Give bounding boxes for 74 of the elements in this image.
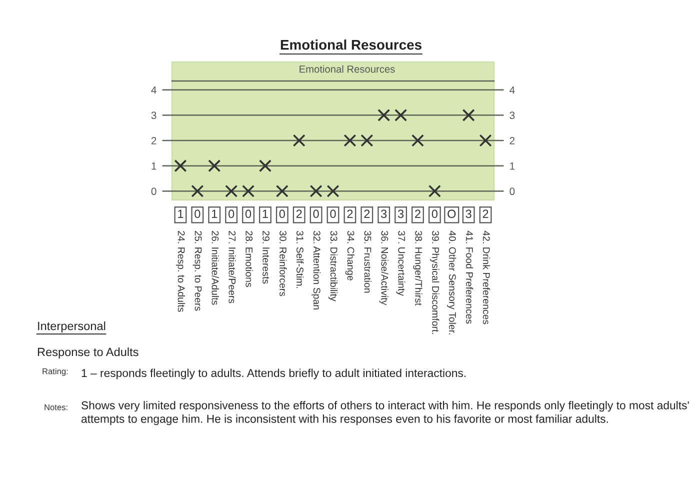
y2-tick-label: 3 [510,112,515,120]
text: Shows very limited responsiveness to the efforts of others to interact with him. He responds only fleetingly to most adults' attempts to engage him. He is inconsistent with his responses even to his favorite or most familiar adults. [81,401,689,426]
x-tick-label: 32. Attention Span [312,230,321,310]
point [428,184,441,198]
point [479,134,492,147]
point [344,134,356,147]
text: Interpersonal [38,321,106,333]
y-tick-label: 3 [151,112,156,120]
x-tick-label: 25. Resp. to Peers [192,231,202,311]
data-label: 2 [347,210,353,218]
data-label: 0 [330,210,336,218]
data-label: 3 [381,210,387,218]
text: O [448,210,456,218]
x-tick-label: 38. Hunger/Thirst [413,230,422,306]
data-label: 0 [194,210,200,218]
x-tick-label: 42. Drink Preferences [482,230,490,324]
y2-tick-label: 2 [510,137,515,144]
x-tick-label: 29. Interests [262,231,270,284]
x-tick-label: 41. Food Preferences [466,230,474,324]
data-label: 0 [279,210,285,218]
data-label: 3 [398,210,404,218]
x-tick-label: 37. Uncertainty [396,230,406,296]
y2-tick-label: 0 [510,188,515,196]
y2-tick-label: 1 [510,162,515,170]
x-tick-label: 24. Resp. to Adults [176,231,186,312]
text: 1 – responds fleetingly to adults. Attends briefly to adult initiated interactions. [82,368,466,380]
point [276,184,288,198]
text: Notes: [44,404,68,410]
point [462,108,475,122]
y-tick-label: 4 [151,86,156,94]
x-tick-label: 31. Self-Stim. [296,230,304,288]
chart-subtitle: Emotional Resources [300,65,395,73]
y-tick-label: 0 [151,188,156,196]
point [310,184,322,198]
data-label: 3 [466,210,472,218]
data-label: 0 [228,210,234,218]
point [191,184,204,198]
y-tick-label: 1 [152,162,156,170]
point [208,160,221,172]
point [378,108,390,122]
data-label: 0 [313,210,319,218]
point [242,184,255,198]
y-tick-label: 2 [151,137,156,144]
data-label: 0 [432,210,438,218]
x-tick-label: 39. Physical Discomfort. [430,230,440,334]
data-label: 2 [364,210,370,218]
data-label: 1 [178,210,184,218]
x-tick-label: 34. Change [345,230,354,280]
x-tick-label: 33. Distractibility [328,230,338,302]
point [174,160,187,172]
x-tick-label: 30. Reinforcers [280,230,287,296]
data-label: 0 [245,210,252,218]
data-label: 2 [296,210,302,218]
point [225,184,238,198]
point [394,108,408,122]
x-tick-label: 35. Frustration [364,230,372,293]
data-label: 2 [415,210,420,218]
point [360,134,374,147]
x-tick-label: 27. Initiate/Peers [228,231,236,304]
x-tick-label: 40. Other Sensory Toler. [447,230,456,334]
point [292,134,306,147]
point [411,134,424,147]
data-label: 1 [262,210,268,218]
data-label: 2 [482,210,488,218]
text: Rating: [42,368,68,376]
data-label: 1 [212,210,218,218]
y2-tick-label: 4 [510,86,515,94]
point [258,160,272,172]
point [326,184,340,198]
chart-title: Emotional Resources [280,40,422,50]
text: Response to Adults [38,347,138,359]
x-tick-label: 28. Emotions [246,231,253,287]
x-tick-label: 26. Initiate/Adults [212,231,219,305]
x-tick-label: 36. Noise/Activity [379,230,388,306]
